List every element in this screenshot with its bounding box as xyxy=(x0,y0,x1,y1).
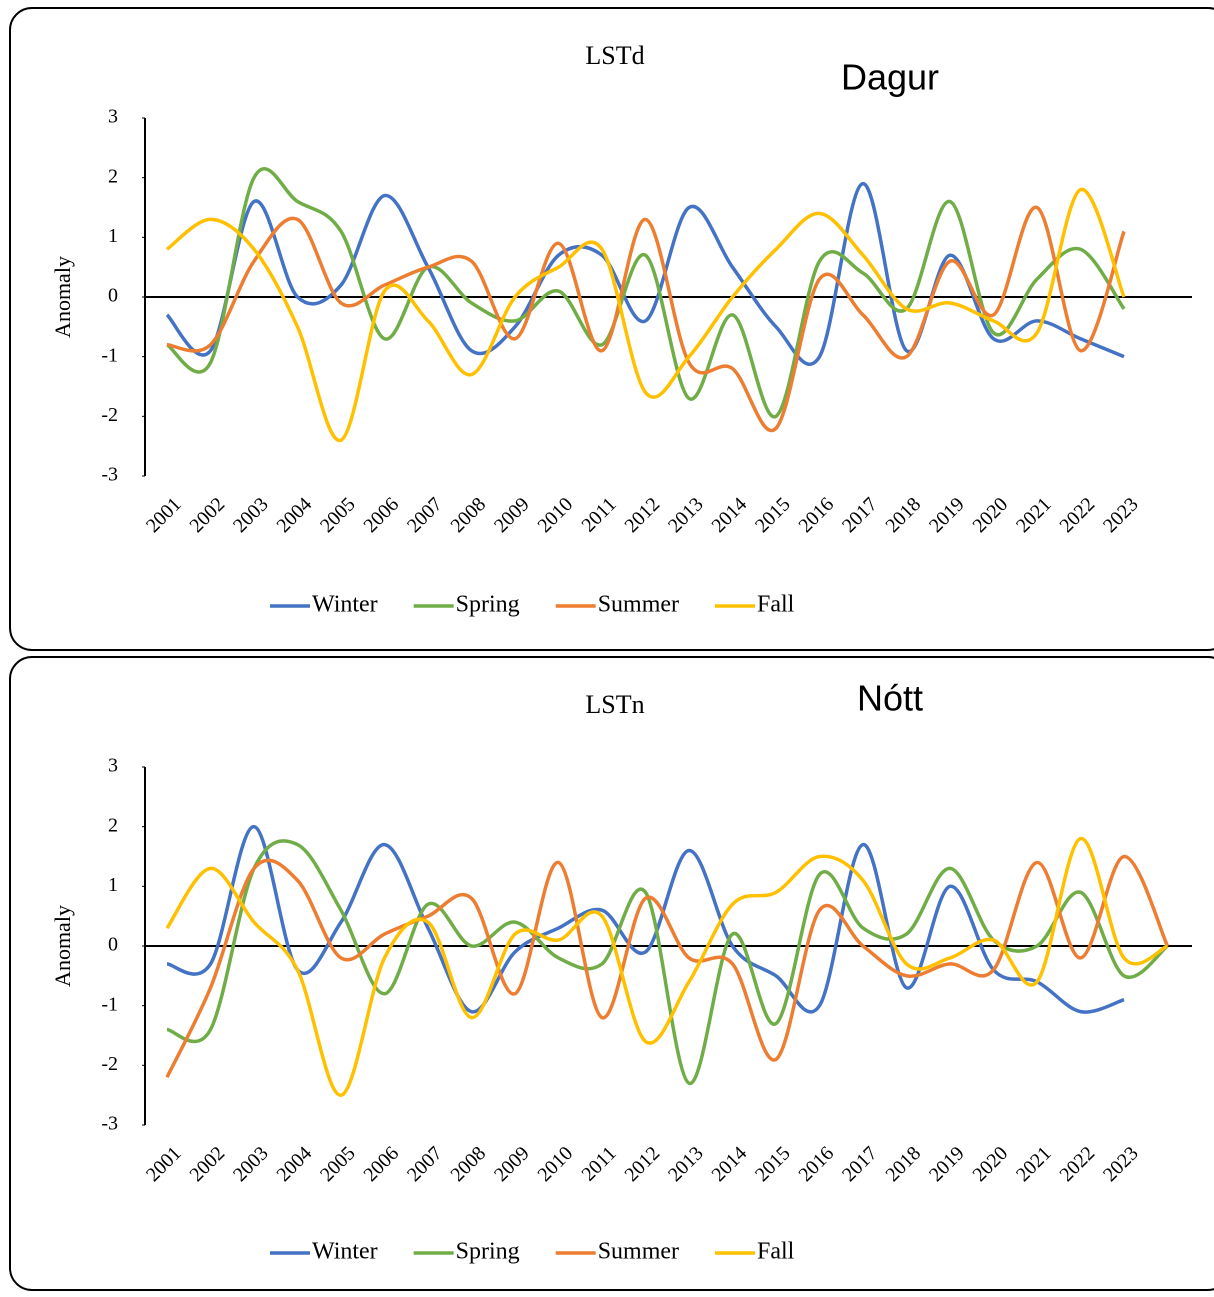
series-line xyxy=(165,167,1126,419)
y-tick-label: 0 xyxy=(108,934,118,956)
chart-title: LSTn xyxy=(585,690,644,719)
x-tick-label: 2022 xyxy=(1055,493,1099,537)
x-tick-label: 2002 xyxy=(185,493,229,537)
legend-label: Summer xyxy=(598,1239,679,1265)
y-tick-label: -2 xyxy=(101,1053,118,1075)
series-line xyxy=(166,205,1126,433)
y-tick-label: 1 xyxy=(108,225,118,247)
x-tick-label: 2021 xyxy=(1012,1142,1056,1186)
legend-label: Fall xyxy=(757,592,795,618)
panel-frame xyxy=(9,7,1214,651)
x-tick-label: 2001 xyxy=(142,493,186,537)
x-tick-label: 2013 xyxy=(664,1142,708,1186)
y-tick-label: -1 xyxy=(101,993,118,1015)
legend-label: Spring xyxy=(456,592,520,618)
x-tick-label: 2023 xyxy=(1099,1142,1143,1186)
x-tick-label: 2003 xyxy=(229,493,273,537)
x-tick-label: 2006 xyxy=(359,493,403,537)
x-tick-label: 2023 xyxy=(1099,493,1143,537)
x-tick-label: 2020 xyxy=(968,493,1012,537)
y-tick-label: 0 xyxy=(108,285,118,307)
x-tick-label: 2010 xyxy=(533,493,577,537)
legend-label: Spring xyxy=(456,1239,520,1265)
x-tick-label: 2002 xyxy=(185,1142,229,1186)
x-tick-label: 2019 xyxy=(925,1142,969,1186)
y-tick-label: -1 xyxy=(101,344,118,366)
x-tick-label: 2007 xyxy=(403,493,447,537)
y-tick-label: -3 xyxy=(101,464,118,486)
x-tick-label: 2015 xyxy=(751,1142,795,1186)
x-tick-label: 2017 xyxy=(838,493,882,537)
x-tick-label: 2009 xyxy=(490,493,534,537)
y-axis-label: Anomaly xyxy=(50,256,75,338)
annotation: Nótt xyxy=(857,678,923,719)
y-tick-label: 3 xyxy=(108,755,118,777)
y-tick-label: 2 xyxy=(108,814,118,836)
x-tick-label: 2003 xyxy=(229,1142,273,1186)
x-tick-label: 2012 xyxy=(620,493,664,537)
x-tick-label: 2016 xyxy=(794,493,838,537)
x-tick-label: 2007 xyxy=(403,1142,447,1186)
x-tick-label: 2016 xyxy=(794,1142,838,1186)
legend-label: Winter xyxy=(312,1239,378,1265)
x-tick-label: 2021 xyxy=(1012,493,1056,537)
x-tick-label: 2008 xyxy=(446,1142,490,1186)
x-tick-label: 2022 xyxy=(1055,1142,1099,1186)
x-tick-label: 2020 xyxy=(968,1142,1012,1186)
x-tick-label: 2004 xyxy=(272,493,316,537)
x-tick-label: 2014 xyxy=(707,493,751,537)
x-tick-label: 2001 xyxy=(142,1142,186,1186)
series-line xyxy=(165,181,1125,366)
x-tick-label: 2006 xyxy=(359,1142,403,1186)
y-tick-label: 3 xyxy=(108,106,118,128)
x-tick-label: 2017 xyxy=(838,1142,882,1186)
y-axis-label: Anomaly xyxy=(50,905,75,987)
x-tick-label: 2018 xyxy=(881,493,925,537)
x-tick-label: 2013 xyxy=(664,493,708,537)
y-tick-label: 1 xyxy=(108,874,118,896)
series-line xyxy=(166,839,1169,1086)
series-line xyxy=(165,187,1126,442)
chart-title: LSTd xyxy=(585,41,644,70)
legend-label: Winter xyxy=(312,592,378,618)
x-tick-label: 2004 xyxy=(272,1142,316,1186)
legend-label: Summer xyxy=(598,592,679,618)
x-tick-label: 2018 xyxy=(881,1142,925,1186)
x-tick-label: 2014 xyxy=(707,1142,751,1186)
series-line xyxy=(165,836,1169,1097)
y-tick-label: -3 xyxy=(101,1113,118,1135)
y-tick-label: 2 xyxy=(108,165,118,187)
x-tick-label: 2005 xyxy=(316,493,360,537)
x-tick-label: 2011 xyxy=(577,493,620,536)
annotation: Dagur xyxy=(841,57,939,98)
x-tick-label: 2008 xyxy=(446,493,490,537)
series-line xyxy=(165,854,1170,1079)
legend-label: Fall xyxy=(757,1239,795,1265)
y-tick-label: -2 xyxy=(101,404,118,426)
x-tick-label: 2012 xyxy=(620,1142,664,1186)
series-line xyxy=(166,824,1125,1014)
x-tick-label: 2005 xyxy=(316,1142,360,1186)
panel-frame xyxy=(9,656,1214,1291)
x-tick-label: 2019 xyxy=(925,493,969,537)
x-tick-label: 2010 xyxy=(533,1142,577,1186)
x-tick-label: 2011 xyxy=(577,1142,620,1185)
x-tick-label: 2015 xyxy=(751,493,795,537)
x-tick-label: 2009 xyxy=(490,1142,534,1186)
